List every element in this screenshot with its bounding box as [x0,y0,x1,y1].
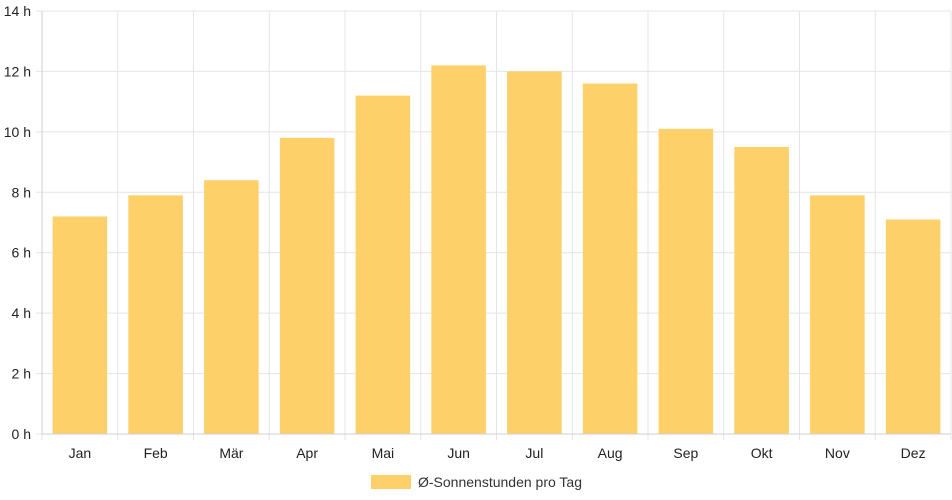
x-tick-label: Nov [825,445,850,461]
x-tick-label: Apr [296,445,318,461]
bars [52,65,941,435]
y-tick-label: 0 h [12,426,31,442]
x-tick-label: Dez [901,445,926,461]
legend-swatch [371,475,411,489]
bar-okt[interactable] [734,146,789,434]
bar-apr[interactable] [279,137,335,434]
bar-mai[interactable] [355,95,411,434]
x-tick-label: Okt [751,445,773,461]
x-tick-label: Mai [372,445,395,461]
x-tick-label: Sep [673,445,698,461]
bar-mär[interactable] [204,180,259,434]
bar-aug[interactable] [582,83,638,434]
x-tick-label: Aug [598,445,623,461]
x-tick-label: Jul [525,445,543,461]
y-tick-label: 6 h [12,245,31,261]
bar-jan[interactable] [52,216,108,434]
bar-feb[interactable] [128,195,183,434]
grid-lines [36,10,952,440]
y-tick-label: 10 h [4,124,31,140]
y-tick-label: 2 h [12,366,31,382]
y-tick-label: 14 h [4,3,31,19]
bar-jun[interactable] [431,65,486,434]
axes [41,11,951,435]
x-tick-label: Mär [219,445,243,461]
legend[interactable]: Ø-Sonnenstunden pro Tag [371,474,582,490]
bar-dez[interactable] [885,219,941,434]
legend-label: Ø-Sonnenstunden pro Tag [418,474,582,490]
x-tick-label: Jan [69,445,92,461]
tick-labels: 0 h 2 h 4 h 6 h 8 h 10 h 12 h 14 h Jan Feb Mär Apr M… [4,3,926,461]
bar-jul[interactable] [507,71,562,434]
y-tick-label: 4 h [12,305,31,321]
x-tick-label: Jun [447,445,470,461]
y-tick-label: 8 h [12,184,31,200]
bar-nov[interactable] [810,195,865,434]
x-tick-label: Feb [144,445,168,461]
bar-sep[interactable] [658,128,714,435]
y-tick-label: 12 h [4,63,31,79]
